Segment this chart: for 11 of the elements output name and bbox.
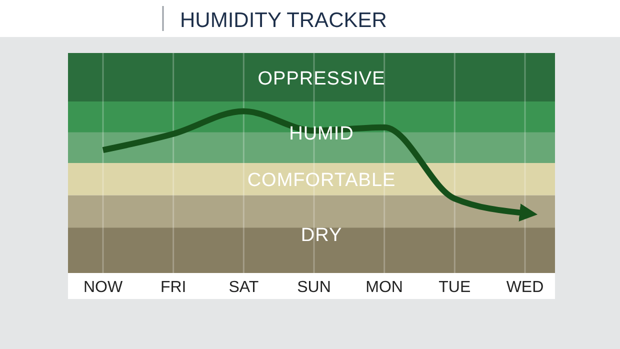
- x-tick-label: SUN: [297, 279, 331, 296]
- x-tick-label: MON: [366, 279, 403, 296]
- x-tick-label: FRI: [160, 279, 186, 296]
- chart-title: HUMIDITY TRACKER: [180, 9, 387, 32]
- band-label: OPPRESSIVE: [258, 68, 386, 90]
- band-label: COMFORTABLE: [247, 170, 396, 192]
- x-tick-label: NOW: [83, 279, 124, 296]
- x-tick-label: WED: [506, 279, 544, 296]
- band-label: DRY: [300, 225, 342, 246]
- x-tick-label: SAT: [228, 279, 259, 296]
- x-tick-label: TUE: [438, 279, 471, 296]
